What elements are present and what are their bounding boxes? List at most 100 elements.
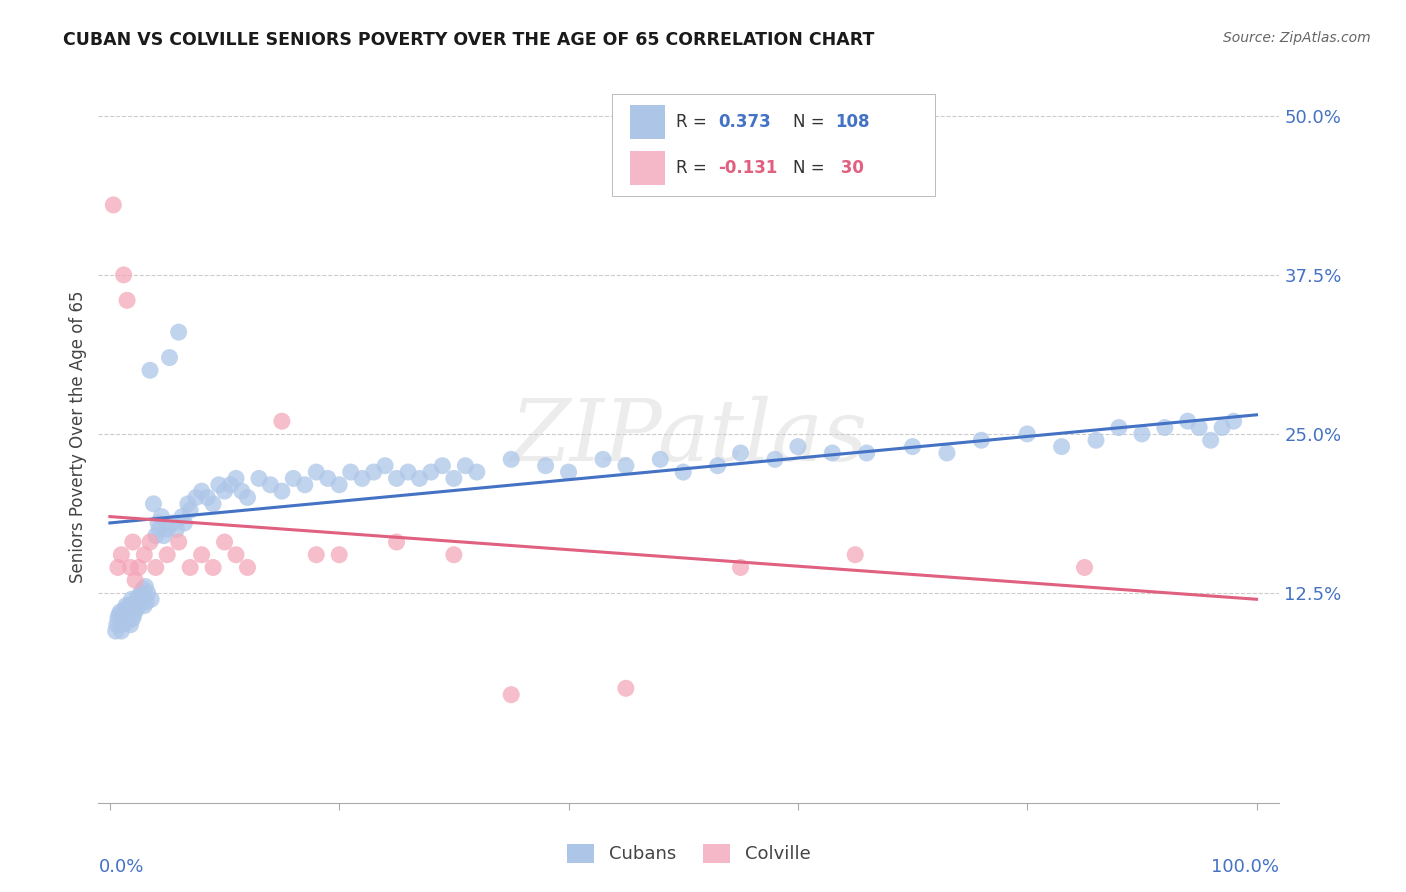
Point <box>190 484 212 499</box>
Text: ZIPatlas: ZIPatlas <box>510 396 868 478</box>
Point <box>432 458 454 473</box>
Point <box>557 465 579 479</box>
Point <box>454 458 477 473</box>
Point <box>121 592 143 607</box>
Point <box>270 484 292 499</box>
Point <box>124 573 146 587</box>
Text: 0.0%: 0.0% <box>98 858 143 876</box>
Point <box>125 602 148 616</box>
Point <box>901 440 924 454</box>
Point <box>115 599 138 613</box>
Point <box>115 293 138 308</box>
Point <box>614 458 637 473</box>
Point <box>1188 420 1211 434</box>
Point <box>1130 426 1153 441</box>
Point <box>844 548 866 562</box>
Point <box>970 434 993 448</box>
Point <box>465 465 488 479</box>
Point <box>1211 420 1233 434</box>
Point <box>214 484 236 499</box>
Point <box>111 614 134 628</box>
Point <box>179 503 201 517</box>
Point <box>184 491 207 505</box>
Point <box>385 471 408 485</box>
Point <box>135 595 157 609</box>
Point <box>855 446 877 460</box>
Point <box>136 586 159 600</box>
Point <box>134 548 156 562</box>
Point <box>121 535 143 549</box>
Point <box>131 592 153 607</box>
Point <box>786 440 808 454</box>
Point <box>328 548 350 562</box>
Point <box>156 522 179 536</box>
Text: 0.373: 0.373 <box>718 113 772 131</box>
Text: -0.131: -0.131 <box>718 159 778 177</box>
Point <box>128 560 150 574</box>
Point <box>352 471 374 485</box>
Point <box>396 465 419 479</box>
Point <box>328 477 350 491</box>
Point <box>108 607 131 622</box>
Point <box>1222 414 1244 428</box>
Point <box>104 624 127 638</box>
Point <box>118 599 141 613</box>
Point <box>592 452 614 467</box>
Point <box>139 363 162 377</box>
Text: Source: ZipAtlas.com: Source: ZipAtlas.com <box>1223 31 1371 45</box>
Point <box>128 595 150 609</box>
Point <box>294 477 316 491</box>
Point <box>146 516 169 530</box>
Point <box>202 560 225 574</box>
Text: N =: N = <box>793 113 830 131</box>
Point <box>190 548 212 562</box>
Y-axis label: Seniors Poverty Over the Age of 65: Seniors Poverty Over the Age of 65 <box>69 291 87 583</box>
Point <box>179 560 201 574</box>
Point <box>225 548 247 562</box>
Text: 30: 30 <box>835 159 865 177</box>
Point <box>167 535 190 549</box>
Point <box>283 471 305 485</box>
Point <box>120 560 142 574</box>
Point <box>134 580 156 594</box>
Point <box>225 471 247 485</box>
Point <box>121 599 143 613</box>
Point <box>1050 440 1073 454</box>
Point <box>110 617 132 632</box>
Point <box>134 590 156 604</box>
Text: 100.0%: 100.0% <box>1212 858 1279 876</box>
Point <box>534 458 557 473</box>
Point <box>408 471 430 485</box>
Point <box>316 471 339 485</box>
Text: R =: R = <box>676 159 713 177</box>
Point <box>150 509 173 524</box>
Point <box>363 465 385 479</box>
Point <box>141 592 163 607</box>
Point <box>730 446 752 460</box>
Point <box>443 548 465 562</box>
Point <box>159 351 181 365</box>
Point <box>1153 420 1175 434</box>
Point <box>1199 434 1222 448</box>
Point <box>112 268 135 282</box>
Point <box>706 458 728 473</box>
Point <box>152 529 174 543</box>
Point <box>305 548 328 562</box>
Point <box>1085 434 1108 448</box>
Text: 108: 108 <box>835 113 870 131</box>
Point <box>107 611 129 625</box>
Point <box>821 446 844 460</box>
Point <box>120 617 142 632</box>
Point <box>177 497 200 511</box>
Point <box>165 522 187 536</box>
Point <box>156 548 179 562</box>
Point <box>115 608 138 623</box>
Point <box>114 602 136 616</box>
Point <box>935 446 957 460</box>
Point <box>231 484 253 499</box>
Legend: Cubans, Colville: Cubans, Colville <box>560 837 818 871</box>
Point <box>112 607 135 622</box>
Point <box>1177 414 1199 428</box>
Point <box>110 548 132 562</box>
Point <box>259 477 281 491</box>
